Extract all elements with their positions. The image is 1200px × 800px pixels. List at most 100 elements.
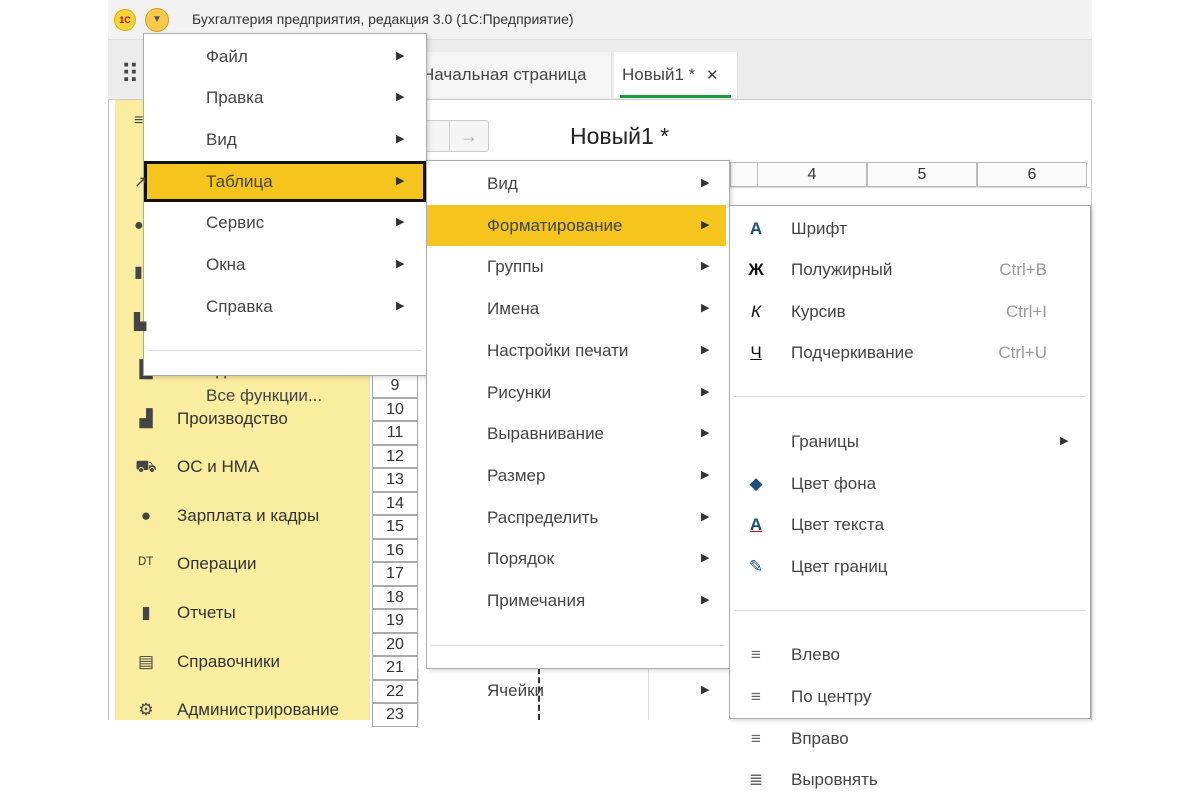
menu-item-шрифт[interactable]: A Шрифт xyxy=(730,208,1090,249)
menu-item-подчеркивание[interactable]: Ч Подчеркивание Ctrl+U xyxy=(730,332,1090,373)
main-menu-button[interactable]: ▼ xyxy=(145,8,169,32)
menu-item-label: Размер xyxy=(487,465,546,485)
chevron-right-icon: ▶ xyxy=(701,427,710,440)
tab-new1[interactable]: Новый1 * ✕ xyxy=(614,52,738,98)
menu-item-примечания[interactable]: Примечания ▶ xyxy=(427,580,729,621)
align-center-icon: ≡ xyxy=(751,686,761,706)
sidebar-icon: ↗ xyxy=(134,174,148,191)
chevron-right-icon: ▶ xyxy=(396,91,405,104)
sidebar-item-производство[interactable]: ▟ Производство xyxy=(130,404,370,434)
chevron-right-icon: ▶ xyxy=(396,299,405,312)
menu-separator xyxy=(734,396,1086,398)
chevron-right-icon: ▶ xyxy=(701,385,710,398)
menu-item-размер[interactable]: Размер ▶ xyxy=(427,455,729,496)
menu-item-label: Рисунки xyxy=(487,382,552,402)
chevron-right-icon: ▶ xyxy=(701,594,710,606)
menu-item-имена[interactable]: Имена ▶ xyxy=(427,288,729,329)
menu-item-рисунки[interactable]: Рисунки ▶ xyxy=(427,372,729,413)
menu-item-label: Выравнивание xyxy=(487,424,605,444)
chevron-right-icon: ▶ xyxy=(701,302,710,315)
menu-item-правка[interactable]: Правка ▶ xyxy=(144,77,426,118)
chevron-right-icon: ▶ xyxy=(701,552,710,565)
chevron-right-icon: ▶ xyxy=(396,132,405,145)
column-header: 5 xyxy=(867,162,977,187)
menu-item-вид[interactable]: Вид ▶ xyxy=(427,163,729,204)
menu-item-форматирование[interactable]: Форматирование ▶ xyxy=(427,204,726,246)
menu-item-label: Выровнять xyxy=(791,770,878,790)
forward-button[interactable]: → xyxy=(449,120,489,152)
menu-item-справка[interactable]: Справка ▶ xyxy=(144,286,426,327)
menu-item-label: Ячейки xyxy=(487,680,545,700)
sidebar-item-ос-и-нма[interactable]: ⛟ ОС и НМА xyxy=(130,452,370,482)
bold-icon: Ж xyxy=(748,260,764,280)
menu-item-label: Справка xyxy=(206,296,273,316)
main-menu: Файл ▶ Правка ▶ Вид ▶ Таблица ▶ Сервис ▶ Окна ▶ Спра… xyxy=(143,33,427,405)
menu-item-label: Шрифт xyxy=(791,218,847,238)
menu-item-label: Влево xyxy=(791,645,841,665)
grid-line xyxy=(730,187,1090,188)
menu-item-все-функции[interactable]: Все функции... xyxy=(144,375,426,416)
sidebar-item-справочники[interactable]: ▤ Справочники xyxy=(130,647,370,677)
column-header xyxy=(730,162,758,187)
menu-item-границы[interactable]: Границы ▶ xyxy=(730,421,1090,462)
fill-color-icon: ◆ xyxy=(749,473,763,493)
menu-item-цвет-границ[interactable]: ✎ Цвет границ xyxy=(730,546,1090,587)
menu-item-ячейки[interactable]: Ячейки ▶ xyxy=(427,670,729,711)
sidebar-icon: ● xyxy=(134,217,144,234)
books-icon: ▤ xyxy=(137,651,155,671)
menu-item-настройки-печати[interactable]: Настройки печати ▶ xyxy=(427,330,729,371)
column-header: 4 xyxy=(757,162,867,187)
sidebar-icon: ≡ xyxy=(134,112,144,129)
chevron-right-icon: ▶ xyxy=(396,174,405,187)
menu-item-распределить[interactable]: Распределить ▶ xyxy=(427,497,729,538)
menu-item-курсив[interactable]: К Курсив Ctrl+I xyxy=(730,291,1090,332)
apps-grid-icon[interactable]: ⠿ xyxy=(120,59,140,89)
justify-icon: ≣ xyxy=(748,770,764,790)
sidebar-item-label: Отчеты xyxy=(177,603,236,622)
menu-item-окна[interactable]: Окна ▶ xyxy=(144,244,426,285)
menu-item-цвет-фона[interactable]: ◆ Цвет фона xyxy=(730,463,1090,504)
column-header: 6 xyxy=(977,162,1087,187)
align-left-icon: ≡ xyxy=(751,645,761,665)
chevron-right-icon: ▶ xyxy=(396,258,405,270)
menu-item-вид[interactable]: Вид ▶ xyxy=(144,119,426,160)
menu-item-выровнять[interactable]: ≣ Выровнять xyxy=(730,759,1090,800)
tab-home[interactable]: Начальная страница xyxy=(414,52,612,98)
menu-item-цвет-текста[interactable]: A Цвет текста xyxy=(730,504,1090,545)
sidebar-icon: ▙ xyxy=(134,314,147,331)
menu-item-полужирный[interactable]: Ж Полужирный Ctrl+B xyxy=(730,249,1090,290)
sidebar-item-администрирование[interactable]: ⚙ Администрирование xyxy=(130,695,370,725)
menu-item-влево[interactable]: ≡ Влево xyxy=(730,634,1090,675)
menu-item-порядок[interactable]: Порядок ▶ xyxy=(427,538,729,579)
menu-item-label: Курсив xyxy=(791,301,846,321)
row-header: 16 xyxy=(372,538,418,562)
menu-item-label: Имена xyxy=(487,299,540,319)
menu-item-группы[interactable]: Группы ▶ xyxy=(427,246,729,287)
menu-item-label: Порядок xyxy=(487,549,554,569)
border-color-icon: ✎ xyxy=(748,556,764,576)
menu-item-label: Настройки печати xyxy=(487,340,629,360)
menu-item-label: Окна xyxy=(206,255,246,274)
sidebar-item-операции[interactable]: ᴰᵀ Операции xyxy=(130,549,370,579)
gear-icon: ⚙ xyxy=(138,700,154,720)
menu-item-таблица[interactable]: Таблица ▶ xyxy=(144,160,426,202)
shortcut-label: Ctrl+I xyxy=(1005,301,1047,321)
row-header: 21 xyxy=(372,656,418,680)
menu-item-сервис[interactable]: Сервис ▶ xyxy=(144,202,426,243)
menu-item-по-центру[interactable]: ≡ По центру xyxy=(730,676,1090,717)
grid-line xyxy=(648,668,649,720)
row-header: 15 xyxy=(372,515,418,539)
text-color-icon: A xyxy=(749,515,763,535)
sidebar-item-отчеты[interactable]: ▮ Отчеты xyxy=(130,598,370,628)
italic-icon: К xyxy=(750,301,762,321)
menu-item-label: Таблица xyxy=(206,171,273,191)
sidebar-icon: ▮ xyxy=(134,264,143,281)
menu-item-вправо[interactable]: ≡ Вправо xyxy=(730,718,1090,759)
close-icon[interactable]: ✕ xyxy=(706,67,719,84)
sidebar-item-зарплата-и-кадры[interactable]: ● Зарплата и кадры xyxy=(130,501,370,531)
menu-item-label: Вправо xyxy=(791,728,849,748)
sidebar-item-label: ОС и НМА xyxy=(177,457,260,477)
menu-item-выравнивание[interactable]: Выравнивание ▶ xyxy=(427,413,729,454)
menu-item-файл[interactable]: Файл ▶ xyxy=(144,36,426,77)
menu-separator xyxy=(431,644,725,646)
